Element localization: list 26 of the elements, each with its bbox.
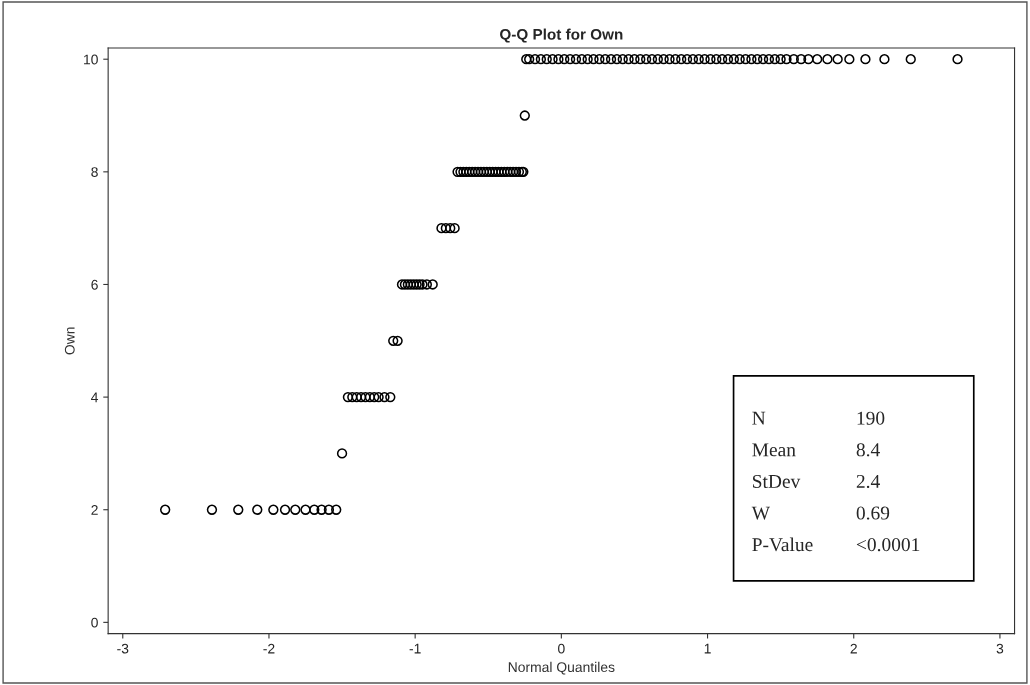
y-tick-label: 4	[91, 392, 99, 403]
annotation: W	[751, 506, 771, 520]
annotation: StDev	[752, 474, 801, 488]
x-tick-label: -2	[263, 643, 275, 654]
y-tick-label: 0	[91, 617, 98, 628]
x-tick-label: 2	[850, 643, 857, 654]
x-axis-title: Normal Quantiles	[508, 661, 615, 675]
annotation: 8.4	[856, 443, 880, 457]
y-axis-title: Own	[64, 327, 75, 355]
chart-title: Q-Q Plot for Own	[500, 28, 623, 43]
y-tick-label: 10	[84, 54, 98, 65]
annotation: Mean	[752, 443, 796, 457]
annotation: N	[752, 411, 766, 425]
annotation: P-Value	[752, 537, 813, 552]
y-tick-label: 8	[91, 167, 98, 178]
y-tick-label: 6	[91, 279, 98, 290]
annotation: 2.4	[856, 474, 880, 489]
x-tick-label: -3	[117, 643, 129, 654]
annotation: 0.69	[856, 506, 890, 520]
y-tick-label: 2	[91, 505, 98, 515]
annotation: 190	[857, 411, 885, 425]
x-tick-label: 3	[996, 643, 1004, 654]
x-tick-label: -1	[409, 643, 421, 654]
x-tick-label: 0	[558, 643, 565, 654]
annotation: <0.0001	[856, 538, 920, 552]
x-tick-label: 1	[704, 643, 711, 654]
